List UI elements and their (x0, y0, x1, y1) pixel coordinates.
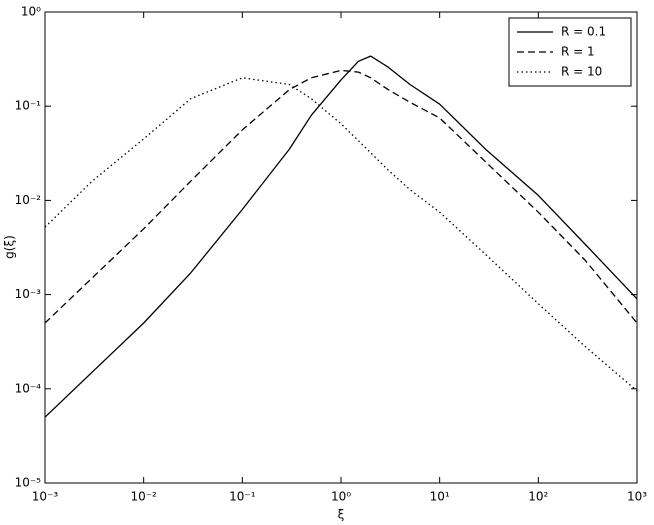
legend-label: R = 1 (561, 45, 595, 59)
legend-label: R = 10 (561, 65, 602, 79)
x-tick-label: 10³ (627, 490, 647, 504)
y-tick-label: 10⁻⁴ (15, 381, 42, 395)
x-tick-label: 10⁻¹ (229, 490, 256, 504)
y-axis-label: g(ξ) (3, 235, 17, 259)
x-tick-label: 10¹ (430, 490, 450, 504)
series-line (44, 77, 638, 392)
series-line (44, 69, 638, 324)
x-tick-label: 10⁻² (130, 490, 157, 504)
x-tick-label: 10⁻³ (32, 490, 59, 504)
y-tick-label: 10⁰ (21, 5, 41, 19)
y-tick-label: 10⁻² (15, 193, 42, 207)
x-tick-label: 10⁰ (331, 490, 351, 504)
legend-label: R = 0.1 (561, 25, 606, 39)
legend-box (508, 17, 632, 87)
x-tick-label: 10² (528, 490, 548, 504)
y-tick-label: 10⁻³ (15, 287, 42, 301)
y-tick-label: 10⁻⁵ (15, 476, 42, 490)
x-axis-label: ξ (338, 508, 345, 522)
y-tick-label: 10⁻¹ (15, 99, 42, 113)
series-line (44, 55, 638, 418)
